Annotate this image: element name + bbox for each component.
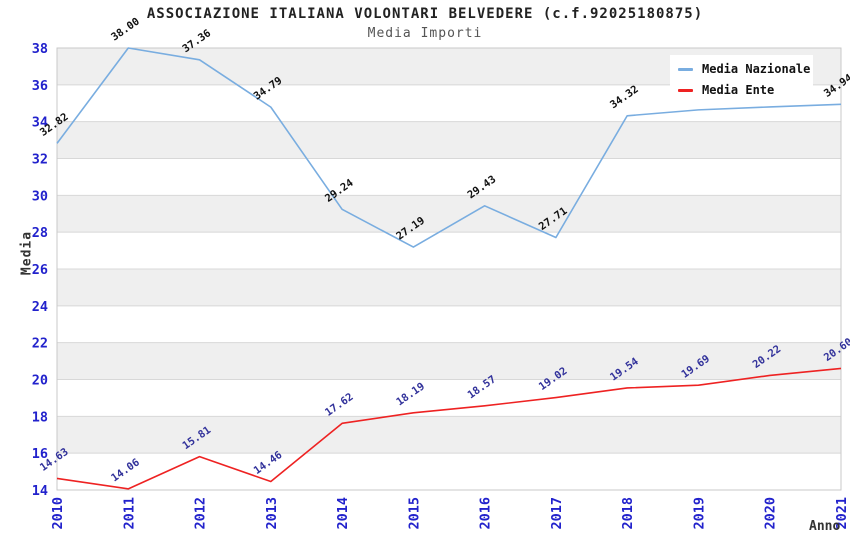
x-tick-label: 2019: [691, 497, 707, 530]
y-tick-label: 30: [32, 188, 48, 204]
y-tick-label: 34: [32, 115, 48, 131]
x-tick-label: 2015: [406, 497, 422, 530]
y-tick-label: 24: [32, 299, 48, 315]
y-tick-label: 14: [32, 483, 48, 499]
plot-border: [56, 47, 842, 491]
x-tick-label: 2020: [763, 497, 779, 530]
x-tick-label: 2011: [121, 497, 137, 530]
chart-subtitle: Media Importi: [367, 26, 483, 41]
x-tick-label: 2013: [264, 497, 280, 530]
series-line-media-nazionale: [56, 47, 842, 248]
legend-item-media-ente: Media Ente: [678, 83, 813, 97]
x-tick-label: 2010: [50, 497, 66, 530]
legend: Media Nazionale Media Ente: [670, 55, 813, 104]
series-line-media-ente: [56, 367, 842, 490]
x-tick-label: 2012: [193, 497, 209, 530]
x-tick-label: 2021: [834, 497, 850, 530]
y-tick-label: 38: [32, 41, 48, 57]
x-axis-title: Anno: [809, 519, 841, 534]
y-tick-label: 28: [32, 225, 48, 241]
y-tick-label: 22: [32, 336, 48, 352]
x-tick-label: 2017: [549, 497, 565, 530]
y-tick-label: 32: [32, 152, 48, 168]
y-axis-title: Media: [19, 230, 35, 276]
legend-label-media-nazionale: Media Nazionale: [702, 62, 811, 76]
plot-band: [57, 269, 841, 306]
y-tick-label: 18: [32, 409, 48, 425]
chart-title: ASSOCIAZIONE ITALIANA VOLONTARI BELVEDER…: [146, 6, 704, 22]
plot-band: [57, 121, 841, 159]
media-nazionale-line-icon: [678, 67, 693, 71]
x-tick-label: 2014: [335, 497, 351, 530]
y-tick-label: 26: [32, 262, 48, 278]
data-point-label: 38.00: [109, 15, 142, 43]
plot-band: [57, 342, 841, 380]
legend-item-media-nazionale: Media Nazionale: [678, 62, 813, 76]
y-tick-label: 20: [32, 373, 48, 389]
legend-label-media-ente: Media Ente: [702, 83, 775, 97]
y-tick-label: 36: [32, 78, 48, 94]
y-tick-label: 16: [32, 446, 48, 462]
x-tick-label: 2016: [478, 497, 494, 530]
media-ente-line-icon: [678, 88, 693, 92]
plot-band: [57, 416, 841, 454]
x-tick-label: 2018: [620, 497, 636, 530]
